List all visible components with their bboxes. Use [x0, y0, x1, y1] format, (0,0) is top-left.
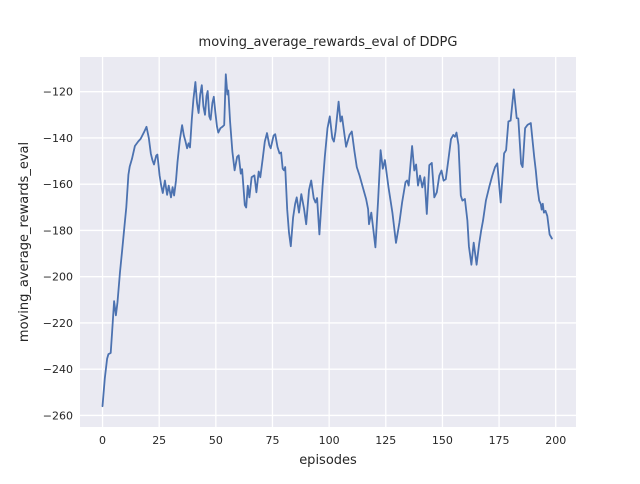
- y-tick-label: −260: [43, 409, 73, 422]
- x-tick-labels: 0 25 50 75 100 125 150 175 200: [99, 434, 566, 447]
- series-group: [101, 73, 553, 408]
- x-tick-label: 100: [319, 434, 340, 447]
- y-tick-labels: −260 −240 −220 −200 −180 −160 −140 −120: [43, 86, 73, 423]
- y-tick-label: −160: [43, 178, 73, 191]
- x-tick-label: 75: [265, 434, 279, 447]
- x-tick-label: 25: [152, 434, 166, 447]
- y-tick-label: −240: [43, 363, 73, 376]
- y-tick-label: −120: [43, 86, 73, 99]
- x-axis-label: episodes: [299, 453, 357, 468]
- y-tick-label: −200: [43, 271, 73, 284]
- y-axis-label: moving_average_rewards_eval: [17, 142, 32, 342]
- series-line: [101, 73, 553, 408]
- x-tick-label: 200: [545, 434, 566, 447]
- y-tick-label: −140: [43, 132, 73, 145]
- x-tick-label: 50: [209, 434, 223, 447]
- y-tick-label: −180: [43, 224, 73, 237]
- y-tick-label: −220: [43, 317, 73, 330]
- x-tick-label: 125: [375, 434, 396, 447]
- x-tick-label: 150: [432, 434, 453, 447]
- x-tick-label: 175: [489, 434, 510, 447]
- x-tick-label: 0: [99, 434, 106, 447]
- plot-area: [80, 57, 576, 427]
- chart-title: moving_average_rewards_eval of DDPG: [199, 35, 458, 50]
